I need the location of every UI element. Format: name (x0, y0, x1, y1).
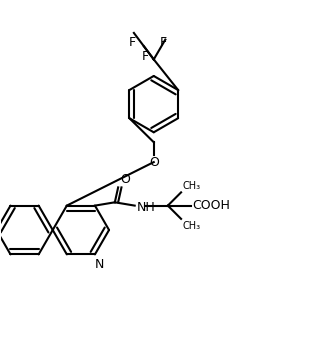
Text: F: F (160, 36, 167, 50)
Text: CH₃: CH₃ (183, 181, 201, 191)
Text: O: O (120, 173, 130, 186)
Text: N: N (95, 258, 105, 271)
Text: O: O (149, 156, 159, 169)
Text: COOH: COOH (193, 199, 230, 212)
Text: NH: NH (136, 201, 155, 214)
Text: F: F (142, 50, 149, 63)
Text: F: F (129, 36, 136, 50)
Text: CH₃: CH₃ (183, 221, 201, 230)
